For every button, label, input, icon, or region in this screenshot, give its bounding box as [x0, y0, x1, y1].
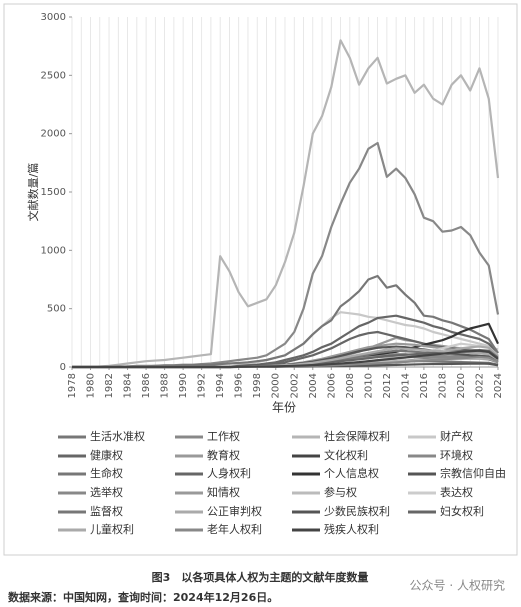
legend-label: 选举权 [90, 485, 123, 499]
x-tick-label: 2022 [474, 373, 485, 398]
legend-label: 公正审判权 [207, 504, 262, 518]
frame [3, 3, 518, 556]
y-tick-label: 2500 [41, 70, 66, 81]
x-tick-label: 2012 [382, 373, 393, 398]
x-tick-label: 2018 [437, 373, 448, 398]
x-tick-label: 1980 [86, 373, 97, 398]
source-note: 数据来源：中国知网，查询时间：2024年12月26日。 [8, 590, 278, 604]
watermark: 公众号 · 人权研究 [410, 578, 505, 593]
y-tick-label: 3000 [41, 12, 66, 23]
legend-label: 文化权利 [324, 448, 368, 462]
legend-label: 儿童权利 [90, 522, 134, 536]
x-tick-label: 2024 [493, 373, 504, 398]
legend-label: 知情权 [207, 485, 240, 499]
legend-label: 参与权 [324, 485, 357, 499]
x-tick-label: 2004 [308, 373, 319, 398]
legend-label: 人身权利 [207, 466, 251, 480]
legend-label: 生活水准权 [90, 429, 145, 443]
legend-label: 社会保障权利 [324, 429, 390, 443]
x-tick-label: 1984 [123, 373, 134, 398]
x-tick-label: 2006 [326, 373, 337, 398]
legend-label: 健康权 [90, 448, 123, 462]
legend-label: 残疾人权利 [324, 522, 379, 536]
caption: 图3 以各项具体人权为主题的文献年度数量 [152, 570, 369, 584]
legend-label: 财产权 [440, 429, 473, 443]
x-axis-label: 年份 [272, 401, 296, 415]
legend-label: 宗教信仰自由 [440, 466, 506, 480]
legend-label: 妇女权利 [440, 504, 484, 518]
x-tick-label: 1982 [104, 373, 115, 398]
y-tick-label: 1000 [41, 245, 66, 256]
x-tick-label: 1986 [141, 373, 152, 398]
x-tick-label: 1994 [215, 373, 226, 398]
x-tick-label: 1998 [252, 373, 263, 398]
y-axis-label: 文献数量/篇 [26, 163, 40, 222]
y-tick-label: 0 [60, 362, 66, 373]
legend-label: 老年人权利 [207, 522, 262, 536]
x-tick-label: 1988 [160, 373, 171, 398]
legend-label: 教育权 [207, 448, 240, 462]
legend-label: 生命权 [90, 466, 123, 480]
legend-label: 少数民族权利 [324, 504, 390, 518]
y-tick-label: 1500 [41, 187, 66, 198]
y-tick-label: 2000 [41, 129, 66, 140]
series-line [72, 349, 499, 369]
series-line [72, 39, 500, 369]
x-tick-label: 2010 [363, 373, 374, 398]
legend-label: 监督权 [90, 504, 123, 518]
x-tick-label: 2020 [456, 373, 467, 398]
y-tick-label: 500 [47, 304, 66, 315]
x-tick-label: 1978 [67, 373, 78, 398]
x-tick-label: 2014 [400, 373, 411, 398]
x-tick-label: 1990 [178, 373, 189, 398]
legend-label: 表达权 [440, 485, 473, 499]
legend-label: 工作权 [207, 430, 240, 443]
x-tick-label: 1996 [234, 373, 245, 398]
x-tick-label: 2016 [419, 373, 430, 398]
x-tick-label: 1992 [197, 373, 208, 398]
legend-label: 个人信息权 [324, 466, 379, 480]
x-tick-label: 2008 [345, 373, 356, 398]
x-tick-label: 2002 [289, 373, 300, 398]
x-tick-label: 2000 [271, 373, 282, 398]
legend-label: 环境权 [440, 448, 473, 462]
